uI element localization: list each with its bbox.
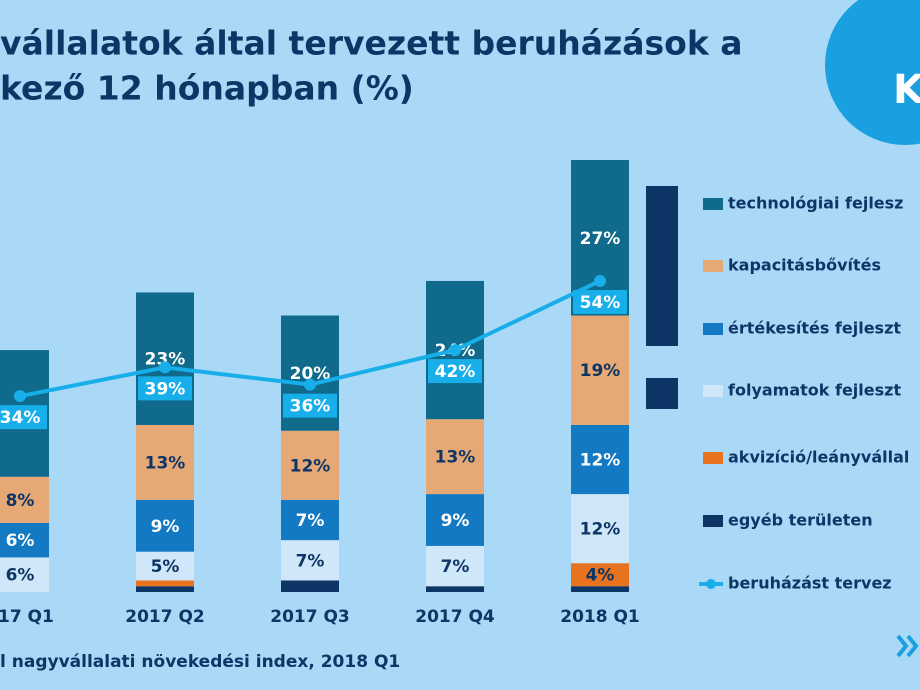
value-label: 7% — [441, 557, 470, 577]
bar-segment — [136, 499, 194, 552]
bar-segment — [281, 540, 339, 581]
value-label: 12% — [580, 451, 621, 471]
bar-segment — [136, 551, 194, 581]
logo-circle — [825, 0, 920, 145]
footer: l nagyvállalati növekedési index, 2018 Q… — [0, 652, 400, 672]
legend-swatch — [703, 385, 723, 397]
exclamation-dot — [646, 378, 678, 409]
legend-marker — [706, 579, 716, 589]
value-label: 36% — [290, 397, 331, 417]
value-label: 4% — [586, 566, 615, 586]
value-label: 34% — [0, 408, 40, 428]
x-tick-label: 2017 Q4 — [415, 607, 495, 627]
bar-segment — [136, 580, 194, 587]
bar-segment — [136, 292, 194, 425]
value-label: 42% — [435, 362, 476, 382]
bar-segment — [571, 586, 629, 592]
value-label: 9% — [151, 517, 180, 537]
value-label: 39% — [145, 379, 186, 399]
logo-text: K — [893, 67, 920, 113]
legend-swatch — [703, 323, 723, 335]
legend-label: akvizíció/leányvállal — [728, 448, 909, 467]
value-label: 12% — [580, 520, 621, 540]
value-label: 6% — [6, 531, 35, 551]
bar-segment — [281, 580, 339, 592]
bar-segment — [426, 545, 484, 587]
legend-swatch — [703, 198, 723, 210]
label-box — [0, 405, 47, 430]
legend-swatch — [703, 260, 723, 272]
legend-label: kapacitásbővítés — [728, 256, 881, 275]
legend-swatch — [703, 515, 723, 527]
label-box — [283, 393, 337, 418]
value-label: 9% — [441, 511, 470, 531]
value-label: 13% — [145, 453, 186, 473]
bar-segment — [426, 419, 484, 495]
value-label: 7% — [296, 551, 325, 571]
bar-segment — [281, 499, 339, 541]
value-label: 54% — [580, 293, 621, 313]
value-label: 13% — [435, 448, 476, 468]
legend-label: beruházást tervez — [728, 574, 892, 593]
bar-segment — [426, 586, 484, 592]
bar-segment — [0, 476, 49, 523]
title-line: vállalatok által tervezett beruházások a — [0, 24, 743, 63]
legend-label: értékesítés fejleszt — [728, 319, 901, 338]
value-label: 6% — [6, 566, 35, 586]
bar-segment — [281, 430, 339, 500]
value-label: 20% — [290, 364, 331, 384]
line-point — [14, 390, 26, 403]
x-tick-label: 017 Q1 — [0, 607, 54, 627]
bar-segment — [136, 586, 194, 592]
bar-segment — [571, 563, 629, 587]
line-point — [159, 361, 171, 374]
x-tick-label: 2017 Q2 — [125, 607, 205, 627]
bar-segment — [136, 424, 194, 500]
label-box — [573, 289, 627, 314]
bar-segment — [571, 315, 629, 425]
bar-segment — [0, 557, 49, 592]
value-label: 7% — [296, 511, 325, 531]
bar-segment — [0, 522, 49, 558]
legend-label: technológiai fejlesz — [728, 194, 904, 213]
legend-swatch — [703, 452, 723, 464]
value-label: 5% — [151, 557, 180, 577]
legend-label: folyamatok fejleszt — [728, 381, 901, 400]
title-line: kező 12 hónapban (%) — [0, 69, 414, 108]
value-label: 27% — [580, 229, 621, 249]
line-point — [449, 344, 461, 357]
bar-segment — [571, 494, 629, 564]
value-label: 19% — [580, 361, 621, 381]
nav-arrows — [896, 634, 919, 658]
x-tick-label: 2017 Q3 — [270, 607, 350, 627]
value-label: 12% — [290, 456, 331, 476]
exclamation-bar — [646, 186, 678, 346]
bar-segment — [571, 424, 629, 495]
label-box — [138, 376, 192, 401]
x-tick-label: 2018 Q1 — [560, 607, 640, 627]
value-label: 23% — [145, 350, 186, 370]
line-point — [594, 274, 606, 287]
line-point — [304, 378, 316, 391]
legend-label: egyéb területen — [728, 511, 873, 530]
value-label: 8% — [6, 491, 35, 511]
label-box — [428, 359, 482, 384]
bar-segment — [426, 494, 484, 546]
